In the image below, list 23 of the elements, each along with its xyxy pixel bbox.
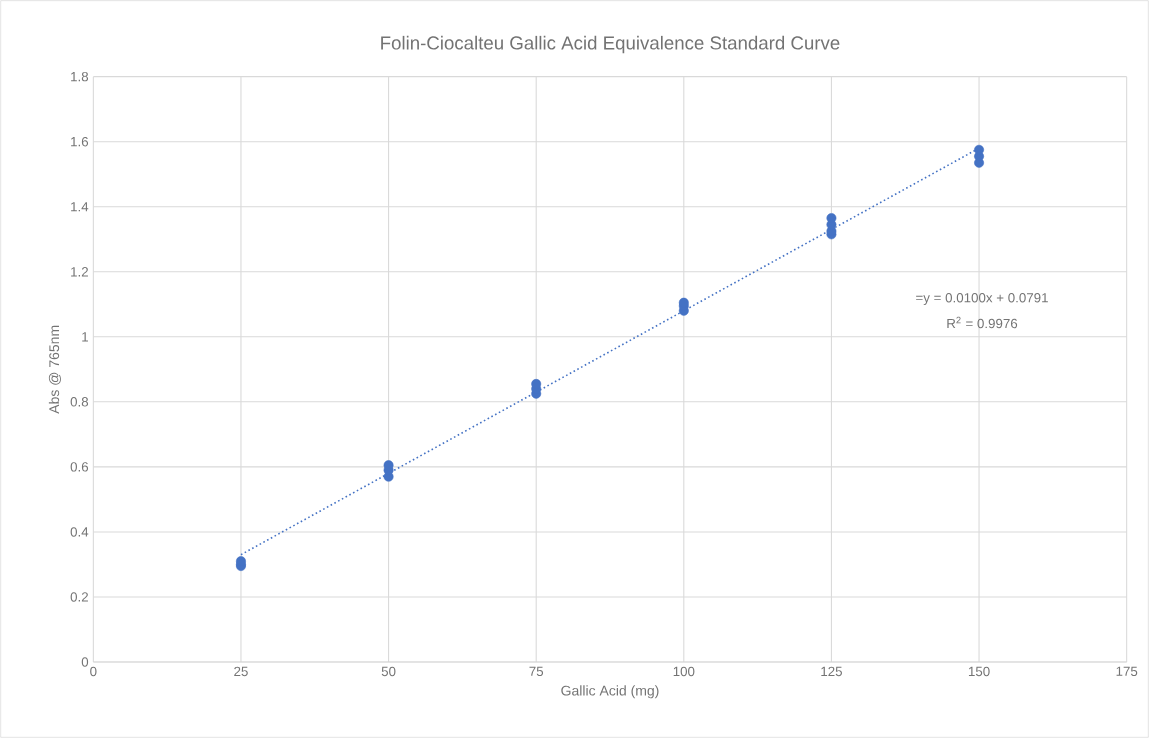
x-tick-label: 25 [234, 666, 248, 677]
annotation: =y = 0.0100x + 0.0791 [916, 293, 1048, 306]
y-axis-title: Abs @ 765nm [48, 325, 61, 414]
x-tick-label: 150 [968, 666, 990, 677]
y-tick-label: 0.2 [70, 592, 88, 602]
y-tick-label: 0.8 [70, 397, 89, 407]
x-tick-label: 0 [90, 666, 97, 677]
annotation: R$^{2}$ = 0.9976 [947, 316, 1018, 329]
y-tick-label: 0 [81, 657, 89, 667]
x-tick-label: 75 [529, 666, 544, 676]
x-tick-label: 100 [673, 666, 695, 677]
y-tick-label: 1.4 [71, 202, 89, 212]
x-tick-label: 50 [381, 666, 396, 677]
y-tick-label: 0.6 [70, 462, 89, 472]
x-tick-label: 175 [1116, 666, 1138, 676]
x-tick-label: 125 [821, 666, 842, 677]
y-tick-label: 1.6 [71, 136, 89, 147]
chart-title: Folin-Ciocalteu Gallic Acid Equivalence Standard Curve [381, 35, 840, 54]
y-tick-label: 0.4 [70, 527, 89, 537]
x-axis-title: Gallic Acid (mg) [561, 685, 659, 699]
y-tick-label: 1 [82, 332, 88, 342]
y-tick-label: 1.2 [71, 267, 88, 277]
y-tick-label: 1.8 [71, 71, 89, 82]
